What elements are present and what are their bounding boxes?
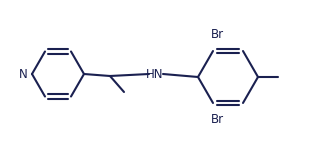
Text: N: N (19, 67, 28, 81)
Text: Br: Br (211, 113, 224, 126)
Text: HN: HN (146, 67, 164, 81)
Text: Br: Br (211, 28, 224, 41)
